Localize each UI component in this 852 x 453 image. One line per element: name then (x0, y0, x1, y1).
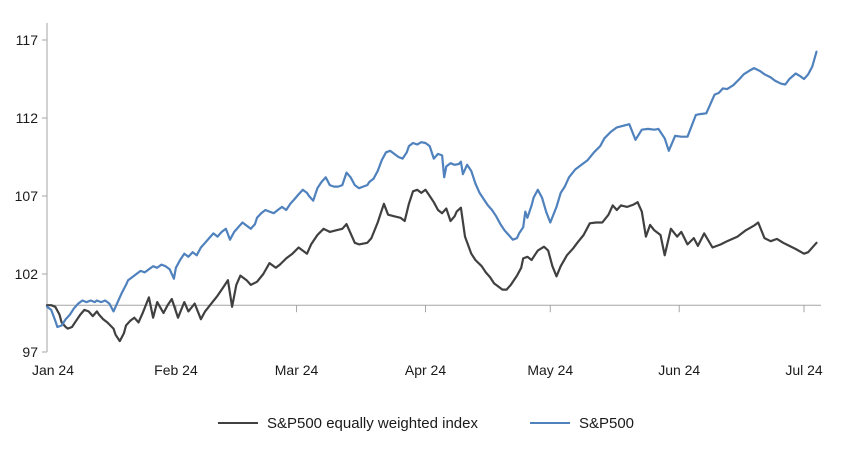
legend-label-sp500: S&P500 (578, 414, 635, 432)
y-tick-label: 112 (16, 110, 39, 126)
x-tick-label: Jan 24 (32, 362, 74, 378)
y-axis: 117 112 107 102 97 (15, 23, 48, 360)
y-tick-label: 97 (22, 344, 38, 360)
series-sp500-equal-weight-line (45, 188, 818, 343)
legend-item-sp500: S&P500 (529, 414, 635, 432)
x-axis-labels: Jan 24 Feb 24 Mar 24 Apr 24 May 24 Jun 24 Jul … (32, 362, 823, 378)
x-tick-label: Jul 24 (785, 362, 823, 378)
legend-item-sp500-equal-weight: S&P500 equally weighted index (217, 414, 478, 432)
y-tick-label: 117 (16, 32, 39, 48)
series-lines (45, 50, 818, 343)
series-sp500-line (45, 50, 818, 329)
legend-label-equal-weight: S&P500 equally weighted index (266, 414, 478, 432)
x-tick-label: Jun 24 (658, 362, 700, 378)
y-axis-labels: 117 112 107 102 97 (15, 32, 39, 360)
x-tick-label: May 24 (527, 362, 573, 378)
x-tick-label: Apr 24 (405, 362, 446, 378)
x-tick-label: Feb 24 (154, 362, 198, 378)
x-tick-label: Mar 24 (275, 362, 319, 378)
sp500-line-swatch (529, 422, 570, 424)
y-axis-ticks (42, 39, 47, 353)
x-axis: Jan 24 Feb 24 Mar 24 Apr 24 May 24 Jun 24 Jul … (32, 304, 823, 378)
y-tick-label: 102 (15, 266, 39, 282)
y-tick-label: 107 (15, 188, 39, 204)
equal-weight-line-swatch (217, 422, 258, 424)
legend: S&P500 equally weighted index S&P500 (0, 410, 852, 436)
